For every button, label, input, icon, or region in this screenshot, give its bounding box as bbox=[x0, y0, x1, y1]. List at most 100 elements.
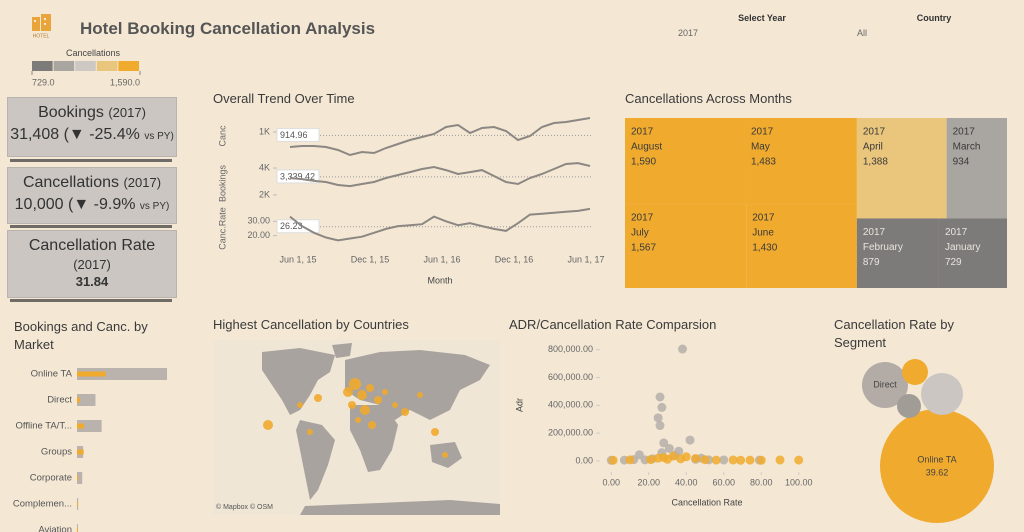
treemap-tile bbox=[625, 204, 747, 288]
tile-year: 2017 bbox=[631, 127, 654, 138]
tile-year: 2017 bbox=[751, 127, 774, 138]
kpi-value: 10,000 bbox=[14, 196, 64, 213]
kpi-period: (2017) bbox=[123, 175, 162, 190]
tile-month: March bbox=[953, 142, 981, 153]
reference-label: 26.23 bbox=[280, 221, 303, 231]
y-tick-label: 4K bbox=[259, 162, 270, 172]
treemap-tile bbox=[856, 218, 939, 288]
bar bbox=[77, 472, 83, 484]
treemap-tile bbox=[946, 118, 1007, 219]
trend-line bbox=[289, 162, 591, 188]
bubble-label: Direct bbox=[873, 379, 897, 389]
filter-value[interactable]: All bbox=[856, 28, 867, 38]
tile-month: February bbox=[863, 242, 903, 253]
category-label: Online TA bbox=[31, 369, 73, 380]
logo-icon bbox=[32, 14, 51, 31]
chart-title: ADR/Cancellation Rate Comparsion bbox=[509, 317, 717, 332]
scatter-point bbox=[681, 452, 691, 462]
scatter-point bbox=[736, 455, 746, 465]
tile-year: 2017 bbox=[631, 213, 654, 224]
scatter-point bbox=[668, 451, 678, 461]
tile-value: 1,483 bbox=[751, 157, 776, 168]
kpi-change: (▼ -25.4% bbox=[63, 126, 140, 143]
kpi-card: Cancellations (2017) 10,000 (▼ -9.9% vs … bbox=[7, 167, 177, 224]
bar bbox=[77, 501, 78, 507]
tile-month: June bbox=[752, 228, 774, 239]
kpi-change: (▼ -9.9% bbox=[68, 196, 136, 213]
y-axis-label: Adr bbox=[514, 398, 524, 412]
category-label: Groups bbox=[41, 447, 72, 458]
tile-month: April bbox=[863, 142, 883, 153]
kpi-card: Bookings (2017) 31,408 (▼ -25.4% vs PY) bbox=[7, 97, 177, 157]
y-tick-label: 400,000.00 bbox=[548, 400, 593, 410]
tile-month: May bbox=[751, 142, 770, 153]
kpi-value: 31.84 bbox=[75, 274, 109, 289]
bar bbox=[77, 394, 96, 406]
scatter-point bbox=[657, 402, 667, 412]
y-tick-label: 20.00 bbox=[247, 230, 270, 240]
scatter-point bbox=[700, 455, 710, 465]
kpi-period: (2017) bbox=[108, 105, 146, 120]
scatter-point bbox=[653, 413, 663, 423]
y-tick-label: 800,000.00 bbox=[548, 344, 593, 354]
bubble bbox=[902, 359, 928, 385]
tile-value: 1,590 bbox=[631, 157, 656, 168]
reference-label-box bbox=[276, 127, 320, 142]
legend-label: 729.0 bbox=[32, 77, 55, 87]
trend-line bbox=[289, 117, 591, 157]
y-axis-label: Canc bbox=[217, 125, 227, 147]
tile-year: 2017 bbox=[752, 213, 775, 224]
y-tick-label: 0.00 bbox=[575, 455, 593, 465]
y-tick-label: 30.00 bbox=[247, 216, 270, 226]
scatter-point bbox=[775, 455, 785, 465]
separator bbox=[10, 299, 172, 302]
y-tick-label: 200,000.00 bbox=[548, 428, 593, 438]
scatter-point bbox=[655, 421, 665, 431]
legend-swatch bbox=[75, 61, 96, 71]
y-tick-label: 600,000.00 bbox=[548, 372, 593, 382]
scatter-point bbox=[646, 455, 656, 465]
x-tick-label: Jun 1, 16 bbox=[423, 254, 460, 264]
x-tick-label: 80.00 bbox=[750, 477, 773, 487]
scatter-point bbox=[745, 455, 755, 465]
scatter-point bbox=[608, 455, 618, 465]
kpi-note: vs PY) bbox=[139, 201, 170, 212]
kpi-title: Cancellations bbox=[22, 174, 120, 191]
scatter-point bbox=[659, 452, 669, 462]
filter-label: Select Year bbox=[738, 13, 786, 23]
kpi-card: Cancellation Rate (2017) 31.84 bbox=[7, 230, 177, 298]
bar bbox=[77, 420, 102, 432]
x-tick-label: 100.00 bbox=[785, 477, 813, 487]
treemap-tile bbox=[856, 118, 947, 219]
category-label: Aviation bbox=[38, 525, 72, 532]
y-axis-label: Bookings bbox=[217, 164, 227, 202]
world-map bbox=[213, 340, 500, 515]
x-axis-label: Cancellation Rate bbox=[671, 497, 742, 507]
treemap-tile bbox=[744, 118, 857, 205]
scatter-point bbox=[659, 438, 669, 448]
scatter-point bbox=[678, 344, 687, 354]
bar bbox=[77, 423, 85, 429]
y-tick-label: 2K bbox=[259, 189, 270, 199]
scatter-point bbox=[794, 455, 804, 465]
legend-swatch bbox=[96, 61, 118, 71]
x-tick-label: Dec 1, 15 bbox=[351, 254, 390, 264]
x-tick-label: 20.00 bbox=[637, 477, 660, 487]
reference-label: 3,339.42 bbox=[280, 171, 315, 181]
kpi-title: Cancellation Rate bbox=[28, 237, 156, 254]
chart-title: Bookings and Canc. by Market bbox=[14, 319, 148, 352]
logo-text: HOTEL bbox=[33, 33, 50, 39]
filter-value[interactable]: 2017 bbox=[677, 28, 699, 38]
trend-line bbox=[289, 207, 591, 242]
kpi-title: Bookings bbox=[38, 104, 104, 121]
bar bbox=[77, 449, 84, 455]
x-tick-label: 0.00 bbox=[602, 477, 620, 487]
dashboard-title: Hotel Booking Cancellation Analysis bbox=[80, 19, 376, 38]
tile-value: 879 bbox=[863, 257, 880, 268]
legend-swatch bbox=[32, 61, 53, 71]
reference-label: 914.96 bbox=[280, 130, 308, 140]
treemap-tile bbox=[746, 204, 857, 288]
category-label: Corporate bbox=[30, 473, 72, 484]
tile-value: 1,388 bbox=[863, 157, 888, 168]
